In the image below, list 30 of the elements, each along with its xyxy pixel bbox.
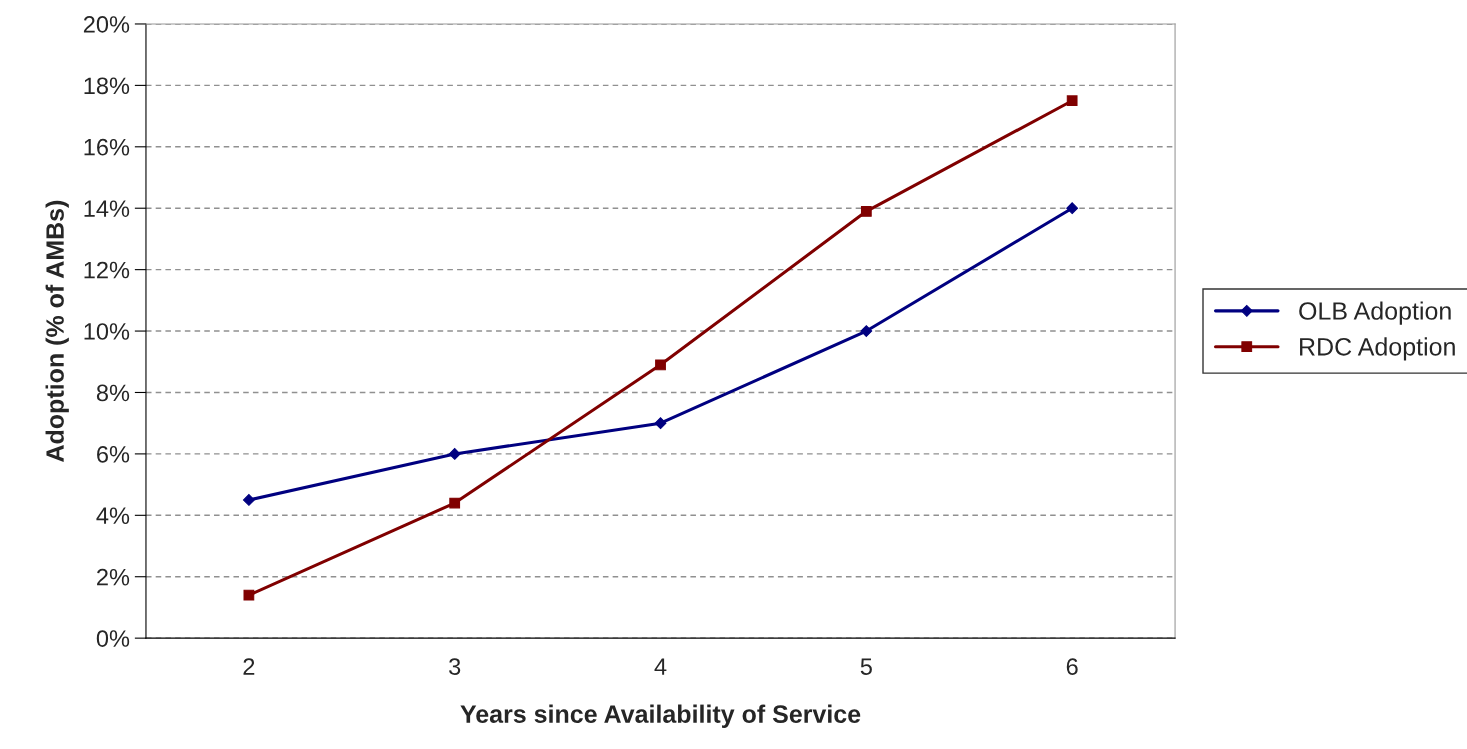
y-axis-title: Adoption (% of AMBs) [45,200,69,462]
point [860,205,872,217]
y-tick-label: 12% [84,261,130,279]
point [449,497,461,509]
point [1066,95,1078,107]
y-tick-label: 4% [96,507,130,525]
x-axis-title: Years since Availability of Service [460,704,861,728]
y-tick-label: 8% [96,384,130,402]
point [243,589,255,601]
y-tick-label: 16% [84,138,130,156]
x-tick-label: 4 [654,658,667,675]
y-tick-label: 0% [96,630,130,647]
legend-label: RDC Adoption [1300,337,1455,361]
point [1066,202,1079,215]
legend-label: OLB Adoption [1299,301,1451,325]
x-tick-label: 3 [449,658,461,675]
point [655,359,666,371]
point [242,494,255,506]
y-tick-label: 2% [97,568,130,586]
y-tick-label: 6% [97,445,130,463]
y-tick-label: 14% [84,200,130,217]
point [860,325,873,337]
point [654,417,667,430]
y-tick-label: 20% [83,16,130,33]
y-tick-label: 18% [84,77,130,95]
x-tick-label: 5 [860,658,872,675]
point [448,447,461,460]
x-tick-label: 2 [243,658,255,675]
y-tick-label: 10% [84,323,130,340]
x-tick-label: 6 [1066,658,1078,675]
